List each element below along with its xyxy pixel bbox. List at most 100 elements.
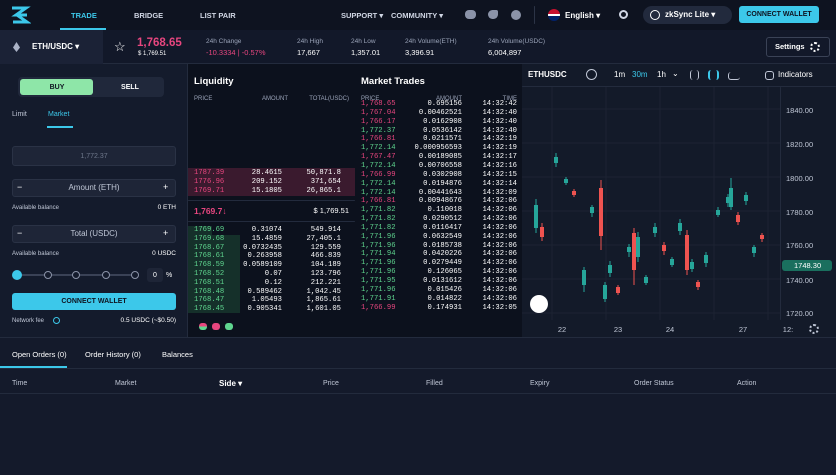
percent-input[interactable] [147, 268, 163, 282]
book-amount: 0.12 [264, 278, 282, 287]
favorite-star[interactable]: ☆ [114, 39, 126, 54]
amount-input[interactable] [12, 179, 176, 197]
price-input[interactable] [12, 146, 176, 166]
trade-amount: 0.0420226 [423, 250, 462, 259]
book-total: 129.559 [310, 243, 341, 252]
last-price-label: 1748.30 [794, 261, 822, 270]
decrement[interactable]: − [17, 228, 23, 238]
add-symbol[interactable] [586, 69, 597, 80]
slider-stop[interactable] [131, 271, 139, 279]
interval[interactable]: 30m [632, 70, 648, 79]
orders-tab[interactable]: Open Orders (0) [12, 350, 67, 359]
column-header: TOTAL(USDC) [309, 96, 349, 102]
price-axis-label: 1820.00 [786, 140, 814, 149]
increment[interactable]: + [163, 228, 169, 238]
book-amount: 0.905341 [247, 305, 282, 314]
book-total: 549.914 [310, 226, 341, 234]
stat-label: 24h High [297, 38, 324, 45]
view-toggle[interactable] [199, 323, 207, 330]
orders-tab[interactable]: Order History (0) [85, 350, 141, 359]
book-price: 1769.71 [194, 186, 225, 195]
connect-button[interactable] [739, 6, 819, 23]
trade-price: 1,772.37 [361, 126, 396, 135]
trade-price: 1,771.96 [361, 241, 396, 250]
last-price: 1,768.65 [137, 37, 182, 49]
column-header: PRICE [361, 96, 380, 102]
trade-price: 1,766.99 [361, 303, 396, 312]
limit-tab[interactable]: Limit [12, 111, 27, 118]
language-menu[interactable]: English ▾ [565, 11, 601, 20]
nav-link[interactable]: BRIDGE [134, 11, 164, 20]
logo[interactable] [9, 4, 31, 26]
trade-amount: 0.695156 [427, 100, 462, 108]
book-price: 1768.51 [194, 278, 225, 287]
market-tab[interactable]: Market [48, 111, 70, 118]
candle-part [608, 265, 612, 273]
trade-time: 14:32:06 [482, 241, 517, 250]
candle-part [582, 270, 586, 285]
book-amount: 0.589462 [247, 287, 282, 296]
slider-stop[interactable] [102, 271, 110, 279]
info-icon[interactable] [53, 317, 60, 324]
interval-menu[interactable]: ⌄ [672, 69, 679, 78]
indicators[interactable]: Indicators [778, 70, 813, 79]
connect-label: CONNECT WALLET [746, 11, 812, 18]
theme-toggle[interactable] [619, 10, 628, 19]
telegram-icon[interactable] [511, 10, 521, 20]
eth-icon [13, 42, 20, 52]
support-menu[interactable]: SUPPORT ▾ [341, 11, 384, 20]
book-amount: 15.1805 [251, 186, 282, 195]
candle-part [704, 255, 708, 263]
community-menu[interactable]: COMMUNITY ▾ [391, 11, 443, 20]
twitter-icon[interactable] [488, 10, 498, 19]
chart-type[interactable] [728, 72, 740, 80]
book-price: 1768.47 [194, 296, 225, 305]
trade-time: 14:32:14 [482, 179, 517, 188]
divider [534, 6, 535, 24]
orders-tab[interactable]: Balances [162, 350, 193, 359]
trade-time: 14:32:06 [482, 206, 517, 215]
bid-depth [188, 226, 212, 235]
stat-value: 17,667 [297, 48, 320, 57]
interval[interactable]: 1m [614, 70, 626, 79]
column-header: Filled [426, 380, 443, 387]
total-input[interactable] [12, 225, 176, 243]
usd-price: $ 1,769.51 [138, 51, 167, 57]
indicators-icon[interactable] [765, 71, 774, 80]
chart-type[interactable] [708, 70, 719, 80]
active-indicator [60, 28, 106, 30]
book-price: 1768.67 [194, 243, 225, 252]
sell-tab[interactable]: SELL [121, 84, 139, 91]
column-header: Price [323, 380, 339, 387]
flag-icon [548, 9, 560, 21]
connect-button[interactable] [12, 293, 176, 310]
active-indicator [47, 126, 73, 128]
sort-icon: ▾ [235, 379, 243, 388]
book-amount: 15.4859 [251, 234, 282, 243]
trade-price: 1,772.14 [361, 161, 396, 170]
view-toggle[interactable] [225, 323, 233, 330]
nav-link[interactable]: LIST PAIR [200, 11, 236, 20]
view-toggle[interactable] [212, 323, 220, 330]
discord-icon[interactable] [465, 10, 476, 19]
increment[interactable]: + [163, 182, 169, 192]
slider-stop[interactable] [44, 271, 52, 279]
book-price: 1768.45 [194, 305, 225, 314]
book-total: 27,405.1 [306, 234, 341, 243]
interval[interactable]: 1h [657, 70, 666, 79]
slider-stop[interactable] [72, 271, 80, 279]
candle-part [534, 205, 538, 228]
network-select[interactable] [643, 6, 732, 24]
column-header[interactable]: Side ▾ [219, 379, 243, 388]
decrement[interactable]: − [17, 182, 23, 192]
chart-settings[interactable] [809, 324, 819, 334]
column-header: Action [737, 380, 757, 387]
trade-amount: 0.0194876 [423, 179, 462, 188]
buy-tab[interactable] [20, 79, 93, 95]
ticker-bar [0, 30, 836, 64]
tradingview-logo[interactable] [530, 295, 548, 313]
slider-handle[interactable] [12, 270, 22, 280]
price-axis-label: 1760.00 [786, 241, 814, 250]
nav-link[interactable]: TRADE [71, 11, 97, 20]
chart-type[interactable] [690, 70, 699, 80]
